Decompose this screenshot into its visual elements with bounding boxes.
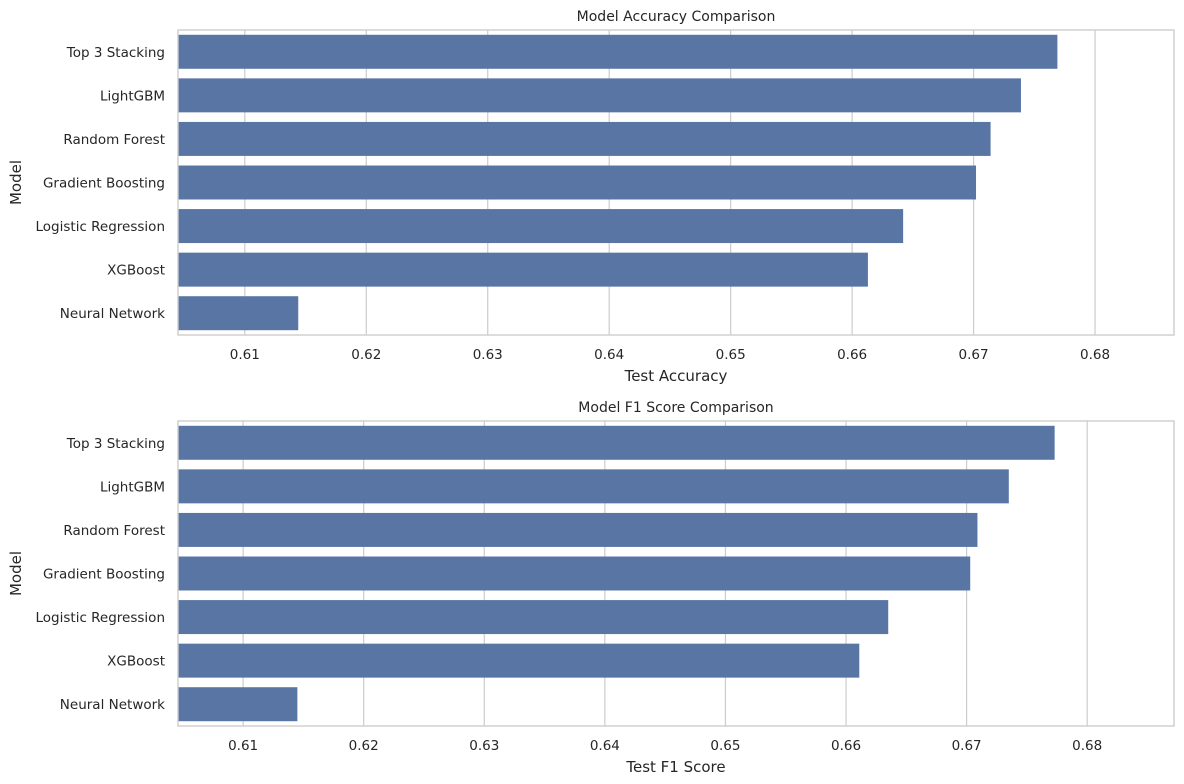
bar-neural-network (178, 296, 299, 331)
x-tick-label: 0.65 (716, 347, 746, 363)
x-tick-label: 0.66 (837, 347, 867, 363)
category-label: Top 3 Stacking (66, 45, 165, 61)
bar-top-3-stacking (178, 425, 1055, 460)
category-label: Neural Network (60, 306, 165, 322)
x-axis-label: Test F1 Score (625, 758, 725, 776)
x-axis-label: Test Accuracy (624, 367, 728, 385)
bar-random-forest (178, 512, 978, 547)
x-tick-label: 0.67 (959, 347, 989, 363)
x-tick-label: 0.64 (594, 347, 624, 363)
x-tick-label: 0.61 (228, 738, 258, 754)
y-axis-label: Model (7, 551, 25, 596)
chart-panel-1: Top 3 Stacking LightGBM Random Forest Gradi… (7, 9, 1175, 385)
chart-panel-2: Top 3 Stacking LightGBM Random Forest Gradi… (7, 400, 1175, 776)
bar-lightgbm (178, 78, 1021, 113)
y-axis-label: Model (7, 160, 25, 205)
category-label: Neural Network (60, 697, 165, 713)
bar-top-3-stacking (178, 34, 1058, 69)
bar-neural-network (178, 687, 298, 722)
category-label: Random Forest (63, 523, 165, 539)
bar-logistic-regression (178, 209, 904, 244)
bar-xgboost (178, 643, 860, 678)
x-tick-label: 0.66 (831, 738, 861, 754)
category-label: Logistic Regression (36, 610, 166, 626)
plot-frame (177, 420, 1175, 727)
category-label: Top 3 Stacking (66, 436, 165, 452)
category-label: XGBoost (107, 654, 165, 670)
category-label: Random Forest (63, 132, 165, 148)
bar-xgboost (178, 252, 868, 287)
x-tick-label: 0.61 (230, 347, 260, 363)
bar-random-forest (178, 121, 991, 156)
chart-title: Model F1 Score Comparison (578, 400, 773, 416)
category-label: LightGBM (100, 88, 165, 104)
x-tick-label: 0.65 (710, 738, 740, 754)
chart-title: Model Accuracy Comparison (577, 9, 776, 25)
category-label: XGBoost (107, 263, 165, 279)
category-label: Gradient Boosting (43, 567, 165, 583)
plot-frame (177, 29, 1175, 336)
x-tick-label: 0.62 (351, 347, 381, 363)
bar-logistic-regression (178, 600, 889, 635)
bar-gradient-boosting (178, 165, 977, 200)
category-label: Gradient Boosting (43, 176, 165, 192)
category-label: LightGBM (100, 479, 165, 495)
x-tick-label: 0.68 (1080, 347, 1110, 363)
bar-gradient-boosting (178, 556, 971, 591)
x-tick-label: 0.64 (590, 738, 620, 754)
x-tick-label: 0.68 (1072, 738, 1102, 754)
x-tick-label: 0.62 (349, 738, 379, 754)
x-tick-label: 0.63 (469, 738, 499, 754)
x-tick-label: 0.63 (473, 347, 503, 363)
x-tick-label: 0.67 (952, 738, 982, 754)
category-label: Logistic Regression (36, 219, 166, 235)
bar-lightgbm (178, 469, 1009, 504)
